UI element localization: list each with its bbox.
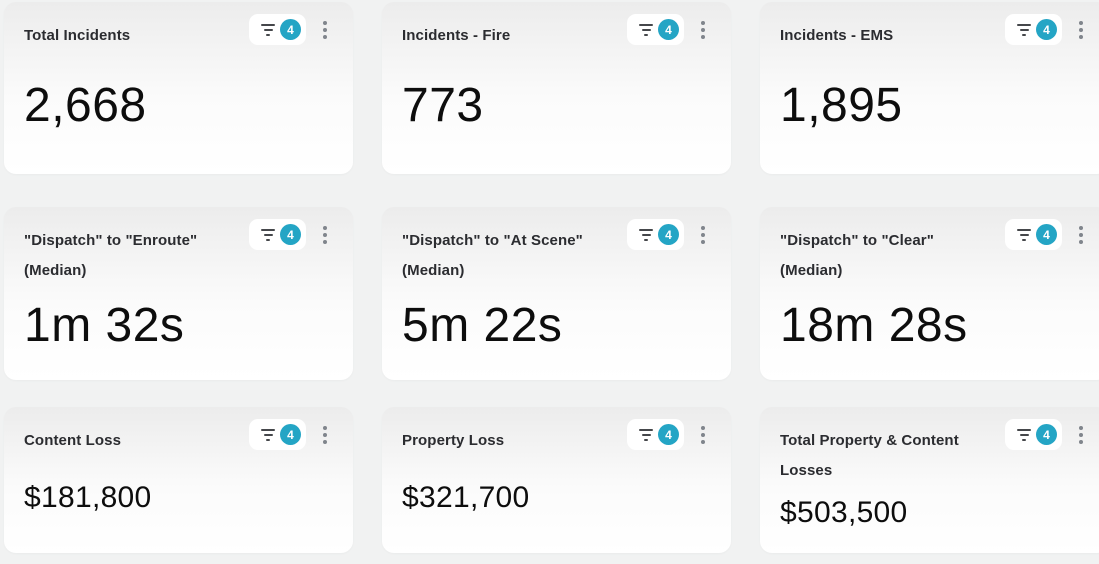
card-header: "Dispatch" to "At Scene" (Median) 4 [402,219,709,286]
value-area: 773 [402,51,709,160]
filter-button[interactable]: 4 [1005,419,1062,450]
filter-count-badge: 4 [1036,424,1057,445]
filter-count-badge: 4 [658,19,679,40]
kebab-menu-button[interactable] [1075,15,1087,45]
filter-count-badge: 4 [280,224,301,245]
filter-icon [1017,23,1031,36]
card-header: "Dispatch" to "Enroute" (Median) 4 [24,219,331,286]
kpi-value: 1m 32s [24,299,185,352]
kpi-card-dispatch-atscene-median: "Dispatch" to "At Scene" (Median) 4 5m 2… [382,207,731,380]
filter-count-badge: 4 [1036,19,1057,40]
card-controls: 4 [1005,219,1087,250]
card-controls: 4 [1005,14,1087,45]
value-area: 18m 28s [780,286,1087,366]
kebab-menu-button[interactable] [1075,220,1087,250]
filter-button[interactable]: 4 [627,419,684,450]
card-title: Content Loss [24,432,122,449]
filter-icon [639,23,653,36]
filter-icon [261,23,275,36]
card-title: "Dispatch" to "Enroute" (Median) [24,232,198,279]
filter-button[interactable]: 4 [1005,14,1062,45]
kpi-card-total-incidents: Total Incidents 4 2,668 [4,2,353,174]
card-controls: 4 [627,14,709,45]
filter-icon [1017,428,1031,441]
card-controls: 4 [627,419,709,450]
value-area: $503,500 [780,486,1087,539]
filter-button[interactable]: 4 [249,219,306,250]
card-controls: 4 [249,14,331,45]
kebab-menu-button[interactable] [697,420,709,450]
card-controls: 4 [1005,419,1087,450]
value-area: $321,700 [402,456,709,539]
kpi-value: 1,895 [780,78,903,132]
kpi-card-content-loss: Content Loss 4 $181,800 [4,407,353,553]
filter-icon [639,228,653,241]
card-header: Content Loss 4 [24,419,331,456]
kpi-value: $181,800 [24,480,152,514]
card-title: Total Incidents [24,27,131,44]
card-header: Total Property & Content Losses 4 [780,419,1087,486]
filter-count-badge: 4 [658,224,679,245]
kpi-card-total-property-content-losses: Total Property & Content Losses 4 $503,5… [760,407,1099,553]
kpi-card-incidents-fire: Incidents - Fire 4 773 [382,2,731,174]
filter-button[interactable]: 4 [1005,219,1062,250]
kpi-value: 5m 22s [402,299,563,352]
kpi-card-dispatch-clear-median: "Dispatch" to "Clear" (Median) 4 18m 28s [760,207,1099,380]
kebab-menu-button[interactable] [319,15,331,45]
card-title: "Dispatch" to "At Scene" (Median) [402,232,583,279]
filter-count-badge: 4 [658,424,679,445]
filter-icon [1017,228,1031,241]
kpi-card-incidents-ems: Incidents - EMS 4 1,895 [760,2,1099,174]
filter-count-badge: 4 [280,424,301,445]
card-controls: 4 [249,219,331,250]
card-title: Incidents - EMS [780,27,894,44]
card-header: Total Incidents 4 [24,14,331,51]
card-title: Incidents - Fire [402,27,511,44]
kebab-menu-button[interactable] [319,420,331,450]
kebab-menu-button[interactable] [319,220,331,250]
card-header: Incidents - EMS 4 [780,14,1087,51]
value-area: $181,800 [24,456,331,539]
filter-button[interactable]: 4 [627,14,684,45]
card-header: "Dispatch" to "Clear" (Median) 4 [780,219,1087,286]
value-area: 1m 32s [24,286,331,366]
kebab-menu-button[interactable] [1075,420,1087,450]
kpi-value: 18m 28s [780,299,968,352]
card-controls: 4 [249,419,331,450]
kebab-menu-button[interactable] [697,220,709,250]
filter-count-badge: 4 [280,19,301,40]
card-controls: 4 [627,219,709,250]
filter-button[interactable]: 4 [249,14,306,45]
card-title: Total Property & Content Losses [780,432,959,479]
kpi-value: 2,668 [24,78,147,132]
filter-button[interactable]: 4 [249,419,306,450]
kebab-menu-button[interactable] [697,15,709,45]
value-area: 2,668 [24,51,331,160]
card-title: Property Loss [402,432,505,449]
card-title: "Dispatch" to "Clear" (Median) [780,232,934,279]
filter-icon [261,228,275,241]
card-header: Property Loss 4 [402,419,709,456]
kpi-value: 773 [402,78,484,132]
filter-button[interactable]: 4 [627,219,684,250]
value-area: 5m 22s [402,286,709,366]
kpi-value: $321,700 [402,480,530,514]
filter-icon [639,428,653,441]
kpi-value: $503,500 [780,495,908,529]
kpi-card-dispatch-enroute-median: "Dispatch" to "Enroute" (Median) 4 1m 32… [4,207,353,380]
filter-count-badge: 4 [1036,224,1057,245]
value-area: 1,895 [780,51,1087,160]
card-header: Incidents - Fire 4 [402,14,709,51]
kpi-card-property-loss: Property Loss 4 $321,700 [382,407,731,553]
filter-icon [261,428,275,441]
